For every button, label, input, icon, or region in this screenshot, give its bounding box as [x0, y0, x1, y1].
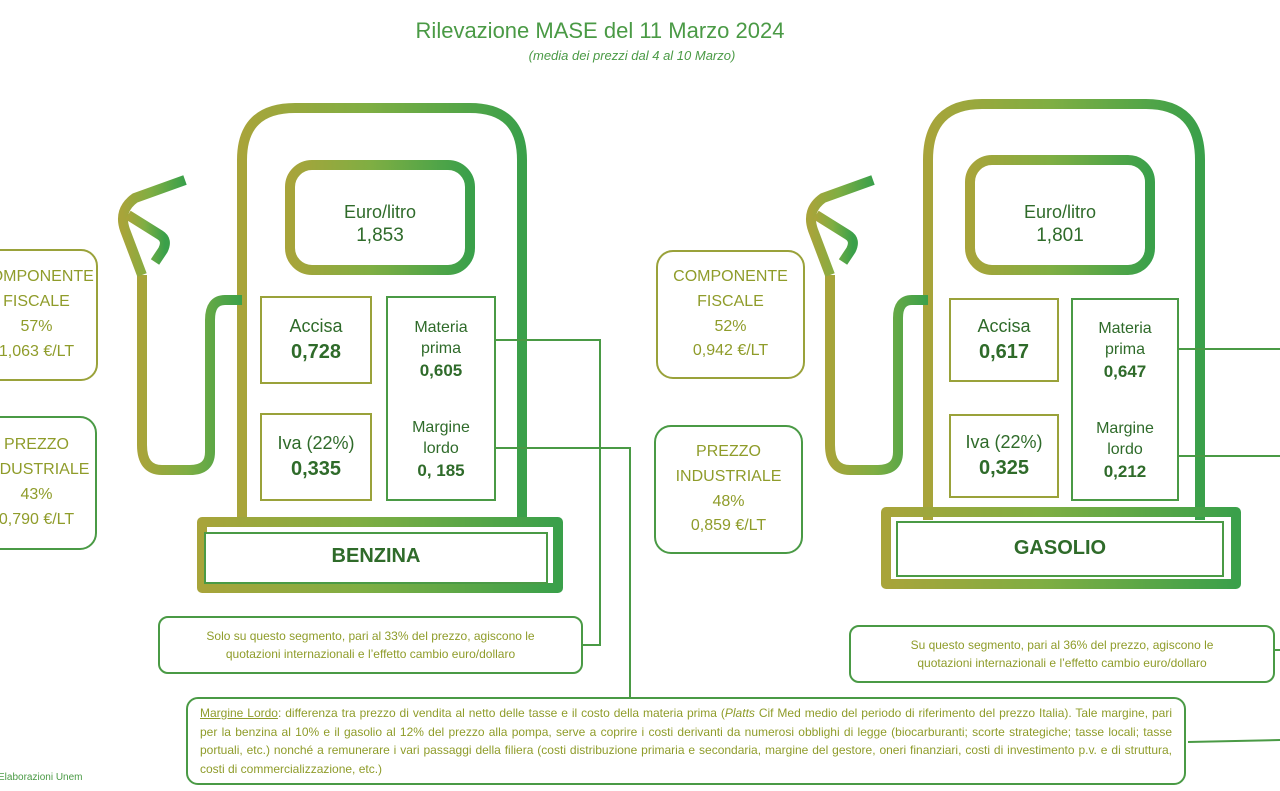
gasolio-margine-label-1: Margine [1096, 420, 1154, 438]
gasolio-componente-fiscale: COMPONENTE FISCALE 52% 0,942 €/LT [657, 253, 804, 376]
benzina-materia-label-1: Materia [414, 319, 468, 337]
benzina-iva-frame [260, 413, 372, 501]
gasolio-industriale-line1: PREZZO [696, 442, 761, 460]
source-credit: Elaborazioni Unem [0, 772, 83, 783]
gasolio-price-display: Euro/litro 1,801 [972, 190, 1148, 260]
page-subtitle: (media dei prezzi dal 4 al 10 Marzo) [528, 48, 736, 63]
benzina-iva-label: Iva (22%) [277, 433, 355, 454]
benzina-margine-value: 0, 185 [417, 460, 465, 480]
definition-part1: : differenza tra prezzo di vendita al ne… [277, 706, 725, 720]
gasolio-industriale-frame [654, 425, 803, 554]
benzina-accisa-frame [260, 296, 372, 384]
gasolio-euro-label: Euro/litro [1023, 201, 1097, 222]
gasolio-margine-lordo: Margine lordo 0,212 [1072, 411, 1178, 491]
benzina-industrial-frame [386, 296, 496, 501]
gasolio-materia-prima: Materia prima 0,647 [1072, 311, 1178, 391]
gasolio-segment-note-line1: Su questo segmento, pari al 36% del prez… [910, 638, 1214, 652]
gasolio-segment-note: Su questo segmento, pari al 36% del prez… [849, 625, 1275, 683]
benzina-euro-label: Euro/litro [343, 201, 417, 222]
benzina-fuel-label: BENZINA [331, 545, 421, 567]
benzina-pump-icon [118, 103, 563, 593]
benzina-connector-materia [495, 339, 601, 646]
gasolio-fiscale-line1: COMPONENTE [673, 267, 788, 285]
gasolio-iva-value: 0,325 [978, 456, 1030, 479]
gasolio-fuel-label: GASOLIO [1013, 537, 1107, 559]
benzina-label-frame [204, 532, 548, 584]
gasolio-pump-icon [806, 99, 1241, 589]
benzina-iva-value: 0,335 [290, 457, 342, 480]
benzina-fiscale-pct: 57% [20, 318, 53, 335]
gasolio-euro-value: 1,801 [1036, 225, 1084, 247]
benzina-industriale-line1: PREZZO [4, 436, 69, 454]
gasolio-accisa: Accisa 0,617 [950, 299, 1058, 381]
gasolio-iva: Iva (22%) 0,325 [950, 415, 1058, 497]
page-title: Rilevazione MASE del 11 Marzo 2024 [415, 18, 785, 43]
benzina-margine-label-1: Margine [412, 419, 470, 437]
benzina-fiscale-line1: COMPONENTE [0, 268, 94, 286]
benzina-industriale-value: 0,790 €/LT [0, 510, 75, 528]
gasolio-margine-value: 0,212 [1103, 461, 1147, 481]
benzina-materia-value: 0,605 [419, 360, 463, 380]
benzina-industriale-pct: 43% [20, 486, 53, 503]
gasolio-industriale-value: 0,859 €/LT [690, 517, 767, 535]
benzina-connector-margine [495, 447, 631, 697]
benzina-margine-lordo: Margine lordo 0, 185 [387, 410, 495, 490]
gasolio-fiscale-value: 0,942 €/LT [692, 342, 769, 360]
gasolio-materia-value: 0,647 [1103, 361, 1147, 381]
gasolio-materia-label-2: prima [1104, 340, 1145, 358]
gasolio-industriale-line2: INDUSTRIALE [675, 467, 782, 485]
gasolio-fiscale-frame [656, 250, 805, 379]
benzina-fiscale-line2: FISCALE [3, 293, 70, 311]
definition-part2: Cif Med medio del periodo di riferimento… [200, 706, 1172, 776]
gasolio-label-frame [896, 521, 1224, 577]
benzina-accisa: Accisa 0,728 [261, 297, 371, 383]
margine-lordo-definition: Margine Lordo: differenza tra prezzo di … [186, 697, 1186, 785]
benzina-industriale-frame [0, 416, 97, 550]
benzina-euro-value: 1,853 [356, 225, 404, 247]
gasolio-margine-label-2: lordo [1107, 440, 1143, 458]
gasolio-fiscale-line2: FISCALE [697, 292, 764, 310]
gasolio-accisa-value: 0,617 [978, 340, 1030, 363]
benzina-materia-prima: Materia prima 0,605 [387, 310, 495, 390]
benzina-materia-label-2: prima [420, 339, 461, 357]
benzina-price-display: Euro/litro 1,853 [292, 190, 468, 260]
gasolio-industriale-pct: 48% [712, 492, 745, 510]
benzina-margine-label-2: lordo [423, 439, 459, 457]
gasolio-iva-label: Iva (22%) [965, 432, 1043, 453]
benzina-fiscale-value: 1,063 €/LT [0, 342, 75, 360]
benzina-fiscale-frame [0, 249, 98, 381]
benzina-prezzo-industriale: PREZZO INDUSTRIALE 43% 0,790 €/LT [0, 420, 103, 546]
gasolio-prezzo-industriale: PREZZO INDUSTRIALE 48% 0,859 €/LT [655, 428, 802, 551]
definition-platts: Platts [724, 706, 755, 720]
benzina-industriale-line2: INDUSTRIALE [0, 461, 90, 479]
gasolio-iva-frame [949, 414, 1059, 498]
benzina-segment-note-line1: Solo su questo segmento, pari al 33% del… [206, 629, 535, 643]
gasolio-materia-label-1: Materia [1098, 320, 1152, 338]
gasolio-industrial-frame [1071, 298, 1179, 501]
benzina-accisa-value: 0,728 [290, 340, 342, 363]
benzina-iva: Iva (22%) 0,335 [261, 414, 371, 500]
benzina-accisa-label: Accisa [289, 316, 343, 337]
gasolio-fiscale-pct: 52% [714, 317, 747, 335]
benzina-segment-note: Solo su questo segmento, pari al 33% del… [158, 616, 583, 674]
gasolio-accisa-frame [949, 298, 1059, 382]
gasolio-accisa-label: Accisa [977, 316, 1031, 337]
benzina-segment-note-line2: quotazioni internazionali e l’effetto ca… [225, 647, 516, 661]
definition-term: Margine Lordo [200, 706, 278, 720]
definition-connector-right [1187, 739, 1280, 743]
gasolio-segment-note-line2: quotazioni internazionali e l’effetto ca… [917, 656, 1207, 670]
benzina-componente-fiscale: COMPONENTE FISCALE 57% 1,063 €/LT [0, 252, 103, 378]
